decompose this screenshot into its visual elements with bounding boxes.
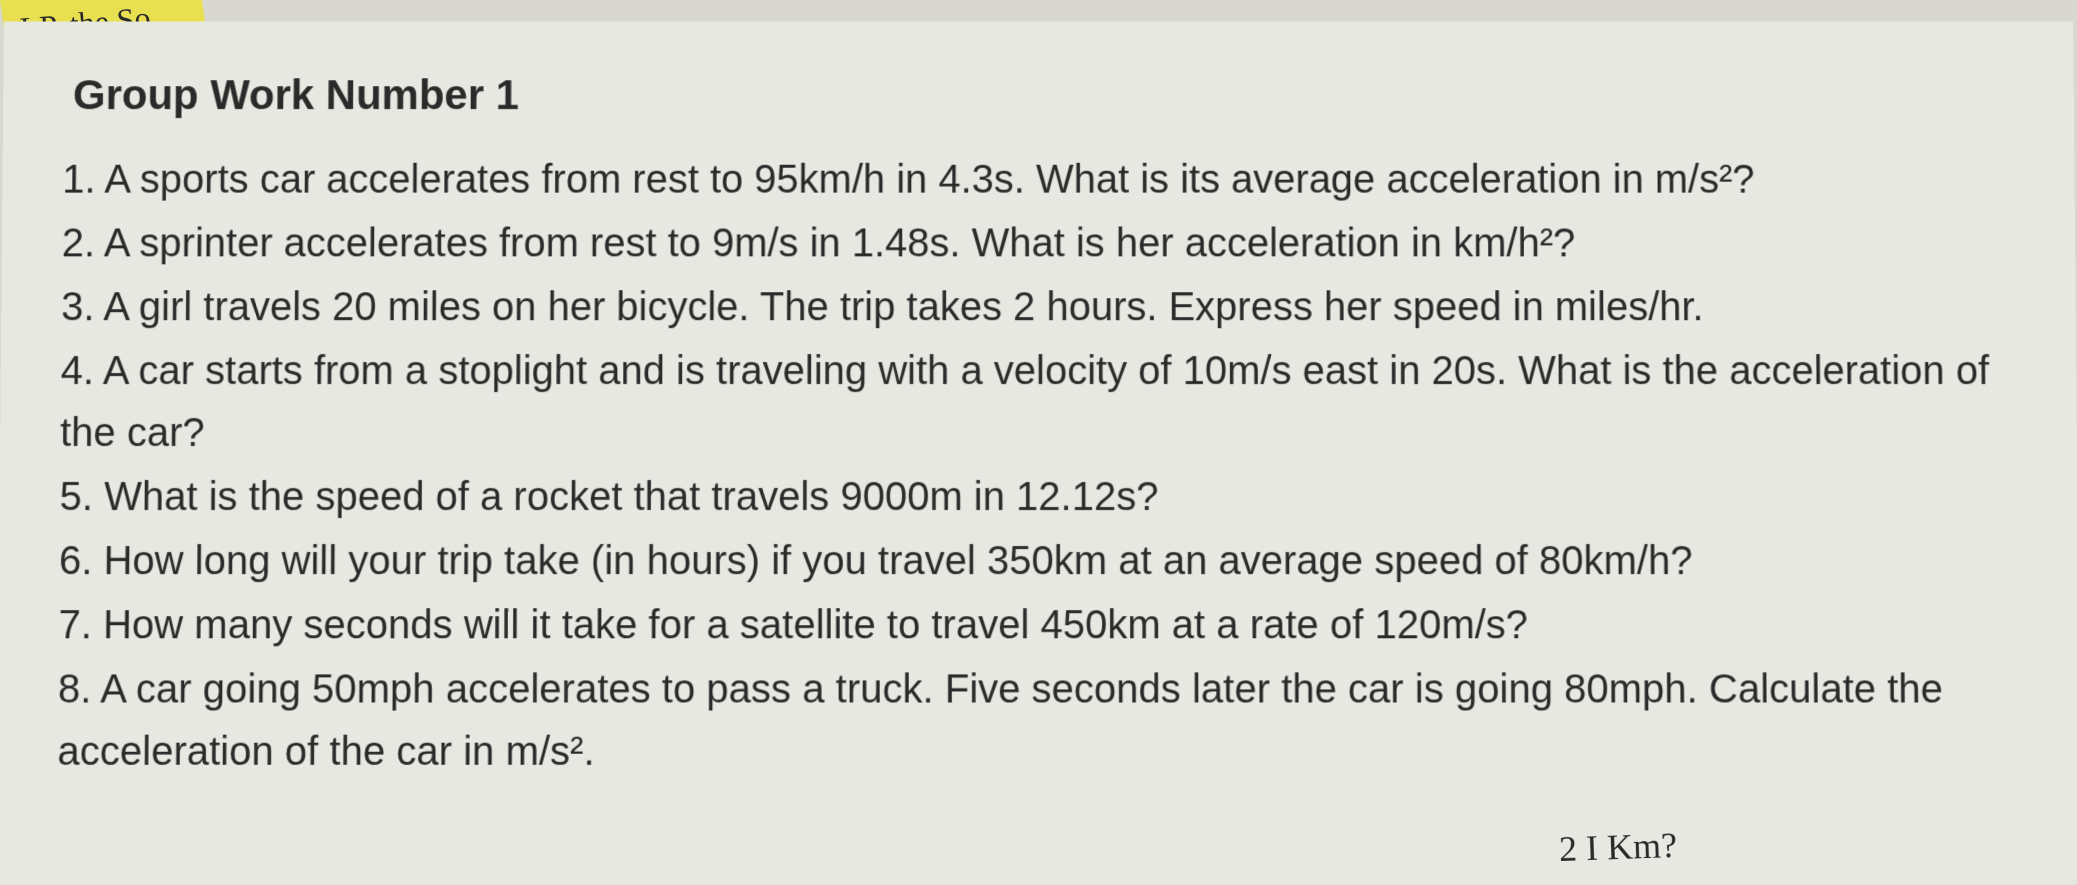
- question-7: 7. How many seconds will it take for a s…: [58, 594, 2039, 656]
- handwriting-bottom: 2 I Km?: [1558, 824, 1677, 870]
- question-6: 6. How long will your trip take (in hour…: [59, 530, 2038, 592]
- question-list: 1. A sports car accelerates from rest to…: [57, 149, 2040, 783]
- question-8: 8. A car going 50mph accelerates to pass…: [57, 658, 2040, 783]
- worksheet-paper: Group Work Number 1 1. A sports car acce…: [0, 22, 2077, 885]
- question-5: 5. What is the speed of a rocket that tr…: [59, 466, 2037, 528]
- question-1: 1. A sports car accelerates from rest to…: [62, 149, 2035, 211]
- question-2: 2. A sprinter accelerates from rest to 9…: [62, 213, 2036, 275]
- worksheet-title: Group Work Number 1: [73, 71, 2034, 119]
- question-3: 3. A girl travels 20 miles on her bicycl…: [61, 276, 2036, 338]
- question-4: 4. A car starts from a stoplight and is …: [60, 340, 2037, 464]
